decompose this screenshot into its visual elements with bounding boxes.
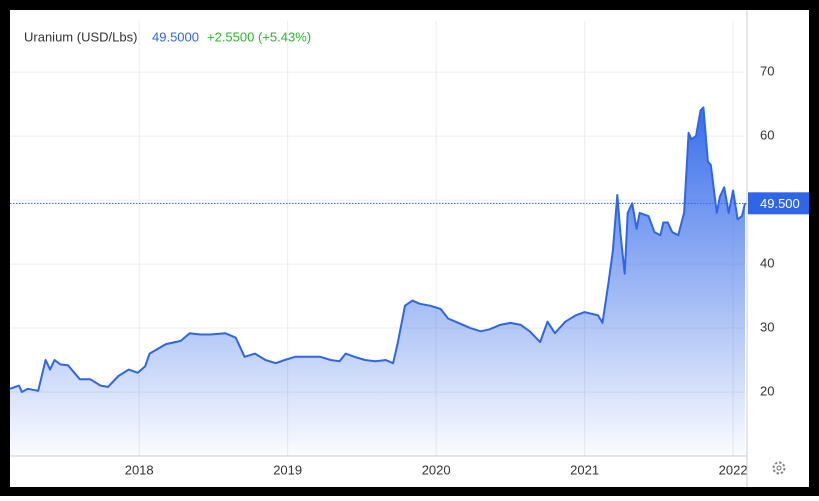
x-tick-label: 2019 bbox=[273, 462, 302, 477]
chart-title: Uranium (USD/Lbs) bbox=[24, 29, 137, 44]
price-label: 49.500 bbox=[760, 196, 800, 211]
price-tag bbox=[748, 192, 809, 215]
x-tick-label: 2021 bbox=[570, 462, 599, 477]
settings-icon[interactable] bbox=[772, 461, 786, 475]
price: 49.5000 bbox=[152, 29, 199, 44]
y-tick-label: 70 bbox=[760, 64, 774, 79]
area bbox=[10, 107, 745, 457]
y-tick-label: 30 bbox=[760, 319, 774, 334]
y-tick-label: 20 bbox=[760, 383, 774, 398]
header: Uranium (USD/Lbs) 49.5000 +2.5500 (+5.43… bbox=[24, 29, 311, 44]
change: +2.5500 (+5.43%) bbox=[207, 29, 311, 44]
x-tick-label: 2022 bbox=[719, 462, 748, 477]
y-tick-label: 60 bbox=[760, 128, 774, 143]
x-tick-label: 2018 bbox=[125, 462, 154, 477]
y-tick-label: 40 bbox=[760, 256, 774, 271]
x-tick-label: 2020 bbox=[422, 462, 451, 477]
line bbox=[9, 106, 746, 393]
